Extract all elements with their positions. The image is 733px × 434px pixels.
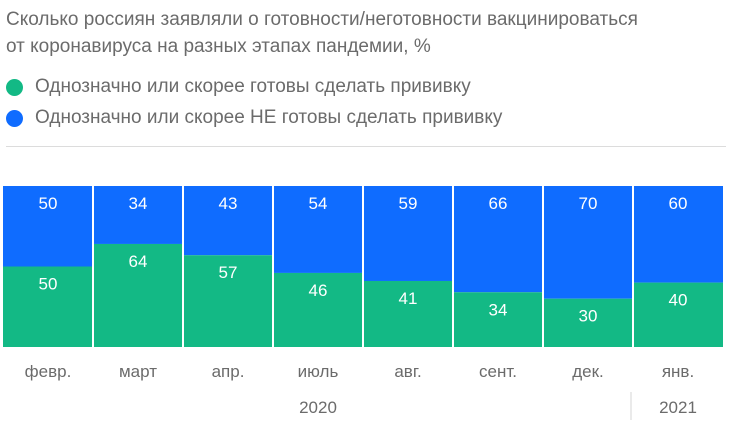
tick-label-feb: февр. <box>25 362 72 381</box>
legend-item-ready: Однозначно или скорее готовы сделать при… <box>6 75 726 99</box>
value-label-ready-feb: 50 <box>39 275 58 294</box>
year-label-2020: 2020 <box>299 398 337 417</box>
value-label-not-ready-sep: 66 <box>489 194 508 213</box>
value-label-ready-mar: 64 <box>129 252 148 271</box>
legend-label-not-ready: Однозначно или скорее НЕ готовы сделать … <box>35 107 503 128</box>
value-label-ready-sep: 34 <box>489 300 508 319</box>
bar-ready-jan <box>633 282 723 347</box>
bar-not-ready-jan <box>633 186 723 283</box>
legend-label-ready: Однозначно или скорее готовы сделать при… <box>35 76 471 97</box>
value-label-ready-apr: 57 <box>219 263 238 282</box>
bar-ready-jul <box>273 272 363 347</box>
value-label-ready-dec: 30 <box>579 307 598 326</box>
bar-ready-feb <box>3 266 93 347</box>
legend-item-not-ready: Однозначно или скорее НЕ готовы сделать … <box>6 106 726 130</box>
value-label-ready-jul: 46 <box>309 281 328 300</box>
year-label-2021: 2021 <box>659 398 697 417</box>
tick-label-sep: сент. <box>479 362 517 381</box>
bar-not-ready-sep <box>453 186 543 293</box>
bar-not-ready-feb <box>3 186 93 267</box>
bar-ready-aug <box>363 280 453 347</box>
chart-title-line-2: от коронавируса на разных этапах пандеми… <box>6 36 431 57</box>
value-label-not-ready-jul: 54 <box>309 194 328 213</box>
tick-label-mar: март <box>119 362 157 381</box>
value-label-not-ready-dec: 70 <box>579 194 598 213</box>
legend-dot-ready <box>6 78 23 96</box>
bar-ready-dec <box>543 298 633 347</box>
value-label-not-ready-mar: 34 <box>129 194 148 213</box>
bar-ready-apr <box>183 255 273 347</box>
bar-not-ready-aug <box>363 186 453 281</box>
tick-label-jul: июль <box>298 362 339 381</box>
tick-label-aug: авг. <box>394 362 421 381</box>
bar-not-ready-apr <box>183 186 273 256</box>
bar-not-ready-dec <box>543 186 633 299</box>
bar-ready-mar <box>93 243 183 347</box>
value-label-not-ready-feb: 50 <box>39 194 58 213</box>
value-label-ready-aug: 41 <box>399 289 418 308</box>
bar-ready-sep <box>453 292 543 347</box>
chart-title-line-1: Сколько россиян заявляли о готовности/не… <box>6 9 638 30</box>
divider <box>6 146 726 147</box>
tick-label-jan: янв. <box>662 362 694 381</box>
chart-title: Сколько россиян заявляли о готовности/не… <box>6 6 726 60</box>
value-label-not-ready-jan: 60 <box>669 194 688 213</box>
tick-label-dec: дек. <box>572 362 604 381</box>
value-label-not-ready-aug: 59 <box>399 194 418 213</box>
tick-label-apr: апр. <box>212 362 245 381</box>
bar-not-ready-jul <box>273 186 363 273</box>
value-label-not-ready-apr: 43 <box>219 194 238 213</box>
legend-dot-not-ready <box>6 109 23 127</box>
value-label-ready-jan: 40 <box>669 291 688 310</box>
bar-not-ready-mar <box>93 186 183 244</box>
